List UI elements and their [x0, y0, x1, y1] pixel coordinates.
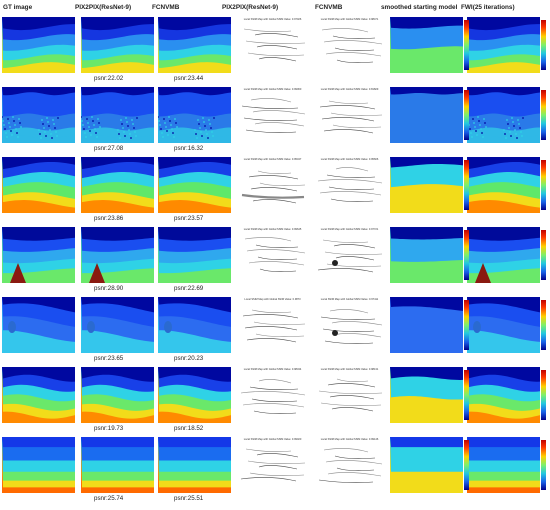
- colorbar: [541, 440, 546, 490]
- ssim-map-ssim_fcn: Local SSIM Map with Global SSIM Value: 0…: [313, 367, 386, 423]
- ssim-map-title: Local SSIM Map with Global SSIM Value: 0…: [243, 88, 302, 91]
- ssim-map-ssim_p2p: Local SSIM Map with Global SSIM Value: 0…: [236, 297, 309, 353]
- ssim-map-ssim_fcn: Local SSIM Map with Global SSIM Value: 0…: [313, 297, 386, 353]
- colorbar: [464, 160, 469, 210]
- psnr-fcnvmb: psnr:20.23: [174, 355, 204, 362]
- colorbar: [541, 230, 546, 280]
- ssim-map-title: Local SSIM Map with Global SSIM Value: 0…: [320, 158, 379, 161]
- ssim-map-title: Local SSIM Map with Global SSIM Value: 0…: [320, 438, 379, 441]
- psnr-pix2pix: psnr:27.08: [94, 145, 124, 152]
- colorbar: [541, 370, 546, 420]
- velocity-model-gt: [2, 227, 75, 283]
- velocity-model-fwi: [467, 367, 540, 423]
- ssim-map-title: Local SSIM Map with Global SSIM Value: 0…: [320, 228, 379, 231]
- column-header-p2p: PIX2PIX(ResNet-9): [75, 4, 132, 11]
- velocity-model-gt: [2, 157, 75, 213]
- ssim-map-title: Local SSIM Map with Global SSIM Value: 0…: [320, 368, 379, 371]
- velocity-model-smooth: [390, 297, 463, 353]
- ssim-map-title: Local SSIM Map with Global SSIM Value: 0…: [243, 368, 302, 371]
- velocity-model-p2p: [81, 87, 154, 143]
- colorbar: [464, 440, 469, 490]
- colorbar: [464, 370, 469, 420]
- velocity-model-gt: [2, 367, 75, 423]
- column-header-ssim_p2p: PIX2PIX(ResNet-9): [222, 4, 279, 11]
- psnr-fcnvmb: psnr:16.32: [174, 145, 204, 152]
- psnr-pix2pix: psnr:25.74: [94, 495, 124, 502]
- velocity-model-fwi: [467, 297, 540, 353]
- velocity-model-smooth: [390, 87, 463, 143]
- ssim-map-ssim_p2p: Local SSIM Map with Global SSIM Value: 0…: [236, 87, 309, 143]
- ssim-map-title: Local SSIM Map with Global SSIM Value: 0…: [320, 298, 379, 301]
- velocity-model-fcn: [158, 87, 231, 143]
- velocity-model-fcn: [158, 367, 231, 423]
- psnr-pix2pix: psnr:28.90: [94, 285, 124, 292]
- colorbar: [464, 20, 469, 70]
- colorbar: [464, 300, 469, 350]
- ssim-map-title: Local SSIM Map with Global SSIM Value: 0…: [243, 228, 302, 231]
- velocity-model-p2p: [81, 157, 154, 213]
- column-header-smooth: smoothed starting model: [381, 4, 458, 11]
- column-header-gt: GT image: [3, 4, 33, 11]
- velocity-model-gt: [2, 17, 75, 73]
- velocity-model-fcn: [158, 297, 231, 353]
- ssim-map-ssim_p2p: Local SSIM Map with Global SSIM Value: 0…: [236, 157, 309, 213]
- ssim-map-title: Local SSIM Map with Global SSIM Value: 0…: [244, 298, 301, 301]
- velocity-model-gt: [2, 297, 75, 353]
- column-header-ssim_fcn: FCNVMB: [315, 4, 343, 11]
- psnr-fcnvmb: psnr:18.52: [174, 425, 204, 432]
- velocity-model-gt: [2, 437, 75, 493]
- velocity-model-p2p: [81, 227, 154, 283]
- velocity-model-smooth: [390, 367, 463, 423]
- ssim-map-title: Local SSIM Map with Global SSIM Value: 0…: [320, 88, 379, 91]
- colorbar: [541, 90, 546, 140]
- ssim-map-ssim_fcn: Local SSIM Map with Global SSIM Value: 0…: [313, 437, 386, 493]
- velocity-model-smooth: [390, 17, 463, 73]
- velocity-model-p2p: [81, 17, 154, 73]
- velocity-model-fwi: [467, 17, 540, 73]
- velocity-model-smooth: [390, 157, 463, 213]
- colorbar: [541, 20, 546, 70]
- velocity-model-fwi: [467, 227, 540, 283]
- psnr-pix2pix: psnr:22.02: [94, 75, 124, 82]
- ssim-map-ssim_p2p: Local SSIM Map with Global SSIM Value: 0…: [236, 367, 309, 423]
- velocity-model-p2p: [81, 297, 154, 353]
- ssim-map-ssim_fcn: Local SSIM Map with Global SSIM Value: 0…: [313, 17, 386, 73]
- psnr-fcnvmb: psnr:23.44: [174, 75, 204, 82]
- ssim-map-ssim_p2p: Local SSIM Map with Global SSIM Value: 0…: [236, 17, 309, 73]
- ssim-map-title: Local SSIM Map with Global SSIM Value: 0…: [320, 18, 379, 21]
- ssim-map-title: Local SSIM Map with Global SSIM Value: 0…: [243, 438, 302, 441]
- velocity-model-p2p: [81, 367, 154, 423]
- psnr-fcnvmb: psnr:25.51: [174, 495, 204, 502]
- column-header-fwi: FWI(25 iterations): [461, 4, 515, 11]
- ssim-map-ssim_p2p: Local SSIM Map with Global SSIM Value: 0…: [236, 227, 309, 283]
- psnr-pix2pix: psnr:23.65: [94, 355, 124, 362]
- ssim-map-ssim_fcn: Local SSIM Map with Global SSIM Value: 0…: [313, 157, 386, 213]
- colorbar: [541, 160, 546, 210]
- psnr-pix2pix: psnr:19.73: [94, 425, 124, 432]
- psnr-fcnvmb: psnr:23.57: [174, 215, 204, 222]
- velocity-model-p2p: [81, 437, 154, 493]
- colorbar: [464, 90, 469, 140]
- velocity-model-fwi: [467, 437, 540, 493]
- ssim-map-ssim_fcn: Local SSIM Map with Global SSIM Value: 0…: [313, 87, 386, 143]
- colorbar: [541, 300, 546, 350]
- psnr-fcnvmb: psnr:22.69: [174, 285, 204, 292]
- velocity-model-fwi: [467, 157, 540, 213]
- velocity-model-fcn: [158, 157, 231, 213]
- velocity-model-fcn: [158, 437, 231, 493]
- ssim-map-ssim_fcn: Local SSIM Map with Global SSIM Value: 0…: [313, 227, 386, 283]
- psnr-pix2pix: psnr:23.86: [94, 215, 124, 222]
- velocity-model-fcn: [158, 17, 231, 73]
- column-header-fcn: FCNVMB: [152, 4, 180, 11]
- velocity-model-fcn: [158, 227, 231, 283]
- ssim-map-title: Local SSIM Map with Global SSIM Value: 0…: [243, 18, 302, 21]
- velocity-model-fwi: [467, 87, 540, 143]
- velocity-model-gt: [2, 87, 75, 143]
- ssim-map-title: Local SSIM Map with Global SSIM Value: 0…: [243, 158, 302, 161]
- velocity-model-smooth: [390, 227, 463, 283]
- colorbar: [464, 230, 469, 280]
- velocity-model-smooth: [390, 437, 463, 493]
- ssim-map-ssim_p2p: Local SSIM Map with Global SSIM Value: 0…: [236, 437, 309, 493]
